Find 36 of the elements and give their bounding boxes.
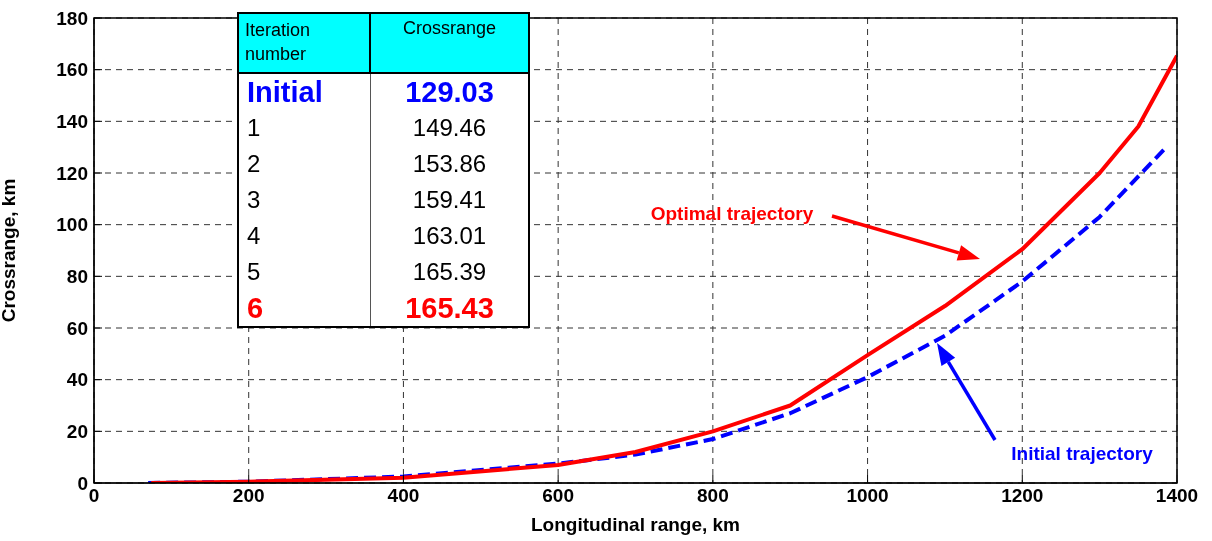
annotation: 2 bbox=[246, 149, 262, 179]
y-tick-label: 80 bbox=[66, 266, 88, 288]
y-tick-label: 40 bbox=[66, 369, 88, 391]
annotation: 165.39 bbox=[411, 258, 488, 286]
annotation: 153.86 bbox=[411, 150, 488, 178]
y-tick-label: 120 bbox=[56, 162, 88, 184]
annotation: 163.01 bbox=[411, 222, 488, 250]
y-tick-label: 100 bbox=[56, 214, 88, 236]
annotation: 129.03 bbox=[404, 75, 495, 109]
x-tick-label: 600 bbox=[542, 485, 574, 507]
annotation: 1 bbox=[246, 113, 262, 143]
y-tick-label: 60 bbox=[66, 317, 88, 339]
annotation: Crossrange bbox=[401, 17, 497, 40]
annotation: Iteration number bbox=[239, 14, 371, 72]
y-tick-label: 140 bbox=[56, 111, 88, 133]
x-tick-label: 1200 bbox=[1001, 485, 1044, 507]
y-tick-label: 160 bbox=[56, 59, 88, 81]
x-axis-title: Longitudinal range, km bbox=[530, 514, 741, 535]
y-tick-label: 180 bbox=[56, 7, 88, 29]
annotation: 149.46 bbox=[411, 114, 488, 142]
annotation: 3 bbox=[246, 185, 262, 215]
annotation: 159.41 bbox=[411, 186, 488, 214]
x-tick-label: 400 bbox=[387, 485, 420, 507]
annotation: 4 bbox=[246, 221, 262, 251]
annotation: 165.43 bbox=[404, 291, 495, 325]
x-tick-label: 1400 bbox=[1155, 485, 1199, 507]
annotation: Initial bbox=[246, 74, 324, 110]
x-tick-label: 200 bbox=[232, 485, 265, 507]
y-tick-label: 20 bbox=[66, 421, 88, 443]
x-tick-label: 1000 bbox=[846, 485, 889, 507]
annotation: 5 bbox=[246, 257, 262, 287]
x-tick-label: 800 bbox=[697, 485, 729, 507]
text: Optimal trajectory bbox=[650, 203, 814, 225]
y-axis-title: Crossrange, km bbox=[0, 178, 19, 323]
text: Initial trajectory bbox=[1011, 443, 1154, 465]
annotation: 6 bbox=[246, 290, 265, 326]
